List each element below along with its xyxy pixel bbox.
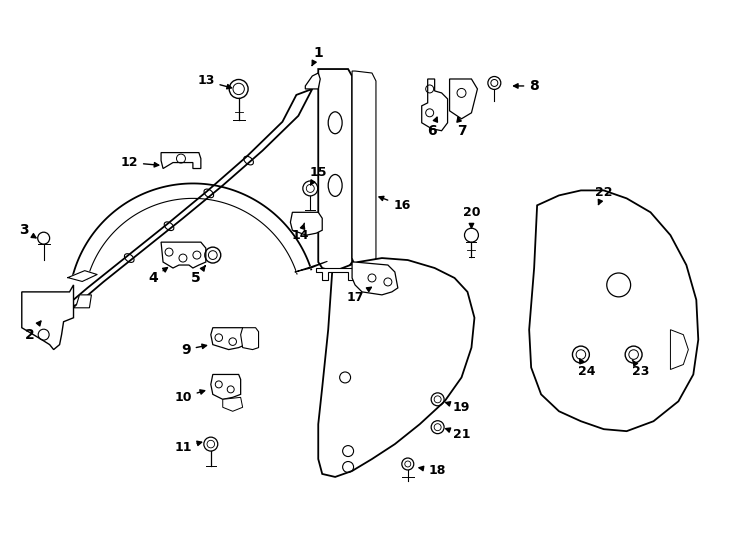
Text: 19: 19 (446, 401, 470, 414)
Text: 5: 5 (191, 266, 206, 285)
Text: 11: 11 (174, 441, 202, 454)
Polygon shape (449, 79, 477, 119)
Polygon shape (319, 69, 352, 272)
Text: 3: 3 (19, 223, 36, 238)
Text: 24: 24 (578, 359, 595, 378)
Text: 22: 22 (595, 186, 613, 205)
Text: 15: 15 (310, 166, 327, 185)
Text: 9: 9 (181, 342, 206, 356)
Polygon shape (295, 261, 327, 272)
Polygon shape (305, 73, 320, 89)
Polygon shape (670, 330, 688, 369)
Polygon shape (22, 285, 73, 349)
Text: 1: 1 (312, 46, 323, 66)
Text: 7: 7 (457, 117, 466, 138)
Polygon shape (352, 262, 398, 295)
Polygon shape (211, 328, 246, 349)
Text: 13: 13 (197, 75, 231, 89)
Polygon shape (161, 153, 201, 168)
Text: 21: 21 (446, 428, 470, 441)
Text: 14: 14 (291, 223, 309, 242)
Text: 23: 23 (632, 360, 650, 378)
Polygon shape (529, 191, 698, 431)
Text: 12: 12 (120, 156, 159, 169)
Text: 6: 6 (427, 117, 437, 138)
Polygon shape (291, 212, 322, 235)
Polygon shape (422, 79, 448, 131)
Polygon shape (316, 268, 354, 280)
Polygon shape (241, 328, 258, 349)
Text: 17: 17 (346, 287, 371, 305)
Polygon shape (73, 295, 92, 308)
Polygon shape (352, 71, 376, 268)
Text: 16: 16 (379, 197, 410, 212)
Polygon shape (222, 397, 243, 411)
Text: 20: 20 (462, 206, 480, 228)
Polygon shape (68, 271, 97, 281)
Polygon shape (211, 374, 241, 400)
Polygon shape (161, 242, 206, 268)
Text: 4: 4 (148, 267, 167, 285)
Polygon shape (61, 89, 312, 311)
Text: 2: 2 (25, 321, 41, 342)
Text: 8: 8 (514, 79, 539, 93)
Text: 10: 10 (174, 390, 205, 404)
Text: 18: 18 (419, 464, 446, 477)
Polygon shape (319, 258, 474, 477)
